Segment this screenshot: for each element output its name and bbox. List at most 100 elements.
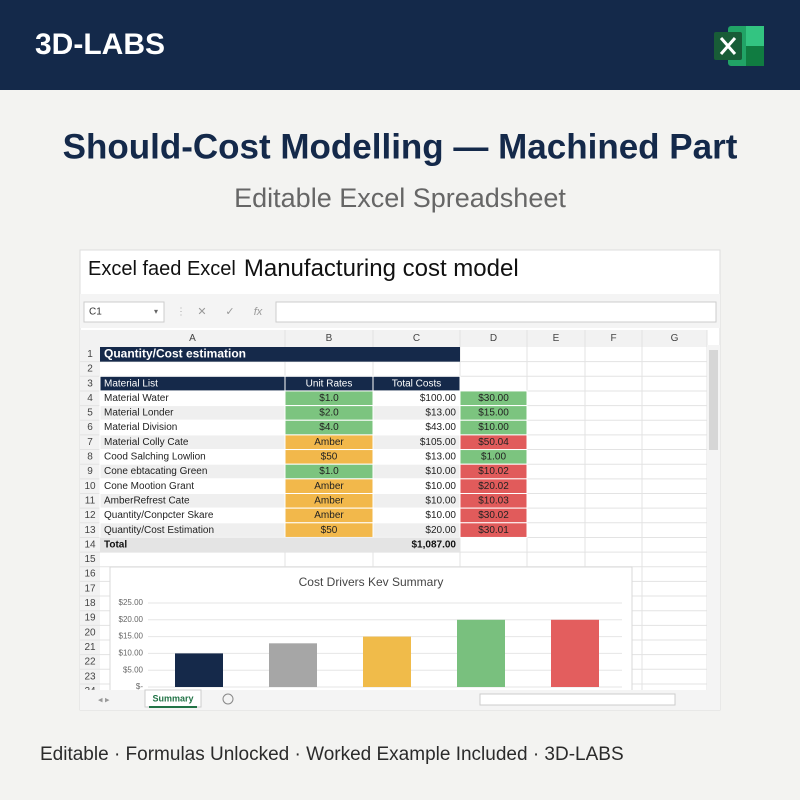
cost: $100.00 — [420, 393, 457, 404]
bar — [457, 619, 505, 687]
row-number: 13 — [84, 525, 96, 536]
item: Quantity/Cost Estimation — [104, 525, 214, 536]
item: Cone ebtacating Green — [104, 466, 207, 477]
column-header: D — [490, 333, 497, 344]
cost: $20.00 — [425, 525, 456, 536]
subtitle: Editable Excel Spreadsheet — [234, 183, 566, 213]
y-tick-label: $25.00 — [119, 598, 144, 607]
check: $30.02 — [478, 510, 509, 521]
name-box[interactable] — [83, 301, 165, 323]
row-number: 15 — [84, 554, 96, 565]
heading: Manufacturing cost model — [244, 255, 519, 282]
cost: $10.00 — [425, 481, 456, 492]
item: Quantity/Conpcter Skare — [104, 510, 214, 521]
row-number: 6 — [87, 422, 93, 433]
row-number: 22 — [84, 657, 96, 668]
formula-button[interactable]: fx — [254, 306, 263, 318]
row-number: 3 — [87, 378, 93, 389]
check: $30.00 — [478, 393, 509, 404]
cost: $10.00 — [425, 510, 456, 521]
cost: $10.00 — [425, 495, 456, 506]
row-number: 18 — [84, 598, 96, 609]
table-header: Total Costs — [392, 378, 441, 389]
item: Cood Salching Lowlion — [104, 452, 206, 463]
y-tick-label: $5.00 — [123, 665, 144, 674]
horizontal-scrollbar[interactable] — [479, 693, 676, 706]
total-label: Total — [104, 539, 127, 550]
bar — [269, 643, 317, 687]
row-header-bar — [80, 347, 100, 690]
check: $50.04 — [478, 437, 509, 448]
chart-title: Cost Drivers Kev Summary — [299, 575, 444, 589]
cost: $13.00 — [425, 408, 456, 419]
add-sheet[interactable] — [222, 693, 234, 705]
row-number: 20 — [84, 627, 96, 638]
rate: $2.0 — [319, 408, 339, 419]
y-tick-label: $15.00 — [119, 632, 144, 641]
check: $10.02 — [478, 466, 509, 477]
row-number: 1 — [87, 349, 93, 360]
y-tick-label: $10.00 — [119, 649, 144, 658]
row-number: 17 — [84, 583, 96, 594]
separator: ⋮ — [176, 307, 186, 318]
bar — [551, 619, 599, 687]
row-number: 10 — [84, 481, 96, 492]
dynamic: ✕ ✓ fx⋮A B C D E F G1234567891011121314151617181… — [80, 306, 708, 697]
item: AmberRefrest Cate — [104, 495, 190, 506]
brand: 3D-LABS — [35, 28, 165, 61]
rate: $1.0 — [319, 393, 339, 404]
column-header: G — [671, 333, 679, 344]
column-header-bar — [80, 330, 707, 347]
column-header: C — [413, 333, 420, 344]
table-header: Material List — [104, 378, 158, 389]
scroll-thumb[interactable] — [709, 350, 718, 450]
row-number: 9 — [87, 466, 93, 477]
row-number: 4 — [87, 393, 93, 404]
heading-prefix: Excel faed Excel — [88, 258, 236, 280]
column-header: E — [553, 333, 560, 344]
rate: $50 — [321, 525, 338, 536]
item: Material Colly Cate — [104, 437, 189, 448]
row-number: 19 — [84, 613, 96, 624]
bar — [363, 636, 411, 687]
row-number: 5 — [87, 408, 93, 419]
item: Cone Mootion Grant — [104, 481, 194, 492]
sheet-title: Quantity/Cost estimation — [104, 346, 246, 360]
row-number: 21 — [84, 642, 96, 653]
rate: Amber — [314, 437, 344, 448]
item: Material Londer — [104, 408, 174, 419]
row-number: 24 — [84, 686, 96, 697]
column-header: F — [610, 333, 616, 344]
total-cost: $1,087.00 — [412, 539, 457, 550]
cell — [459, 522, 528, 538]
check: $15.00 — [478, 408, 509, 419]
sheet: A B C D E F G123456789101112131415161718192021… — [80, 330, 708, 697]
formula-input[interactable] — [275, 301, 717, 323]
formula-button[interactable]: ✓ — [225, 306, 234, 318]
tab-label[interactable]: Summary — [152, 693, 193, 703]
check: $10.03 — [478, 495, 509, 506]
name-box-arrow: ▾ — [154, 307, 158, 316]
column-header: A — [189, 333, 196, 344]
cost: $43.00 — [425, 422, 456, 433]
rate: $4.0 — [319, 422, 339, 433]
cost: $10.00 — [425, 466, 456, 477]
check: $30.01 — [478, 525, 509, 536]
row-number: 16 — [84, 569, 96, 580]
check: $1.00 — [481, 452, 506, 463]
table-header: Unit Rates — [306, 378, 353, 389]
cost: $13.00 — [425, 452, 456, 463]
row-number: 2 — [87, 364, 93, 375]
item: Material Water — [104, 393, 169, 404]
row-number: 7 — [87, 437, 93, 448]
header-bar — [0, 0, 800, 90]
tab-nav[interactable]: ◂ ▸ — [98, 694, 110, 704]
formula-button[interactable]: ✕ — [197, 306, 206, 318]
row-number: 14 — [84, 539, 96, 550]
check: $20.02 — [478, 481, 509, 492]
item: Material Division — [104, 422, 177, 433]
total-row — [100, 537, 460, 553]
rate: $1.0 — [319, 466, 339, 477]
footer: Editable · Formulas Unlocked · Worked Ex… — [40, 744, 624, 765]
